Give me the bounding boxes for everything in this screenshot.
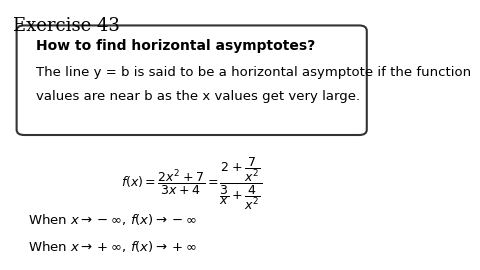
Text: How to find horizontal asymptotes?: How to find horizontal asymptotes? [36, 39, 315, 53]
Text: The line y = b is said to be a horizontal asymptote if the function: The line y = b is said to be a horizonta… [36, 66, 471, 79]
Text: When $x \rightarrow -\infty$, $f(x) \rightarrow -\infty$: When $x \rightarrow -\infty$, $f(x) \rig… [28, 212, 197, 228]
Text: values are near b as the x values get very large.: values are near b as the x values get ve… [36, 90, 360, 103]
FancyBboxPatch shape [17, 25, 367, 135]
Text: $f(x) = \dfrac{2x^2+7}{3x+4} = \dfrac{2+\dfrac{7}{x^2}}{\dfrac{3}{x}+\dfrac{4}{x: $f(x) = \dfrac{2x^2+7}{3x+4} = \dfrac{2+… [121, 156, 263, 212]
Text: When $x \rightarrow +\infty$, $f(x) \rightarrow +\infty$: When $x \rightarrow +\infty$, $f(x) \rig… [28, 239, 197, 254]
Text: Exercise 43: Exercise 43 [13, 18, 120, 35]
